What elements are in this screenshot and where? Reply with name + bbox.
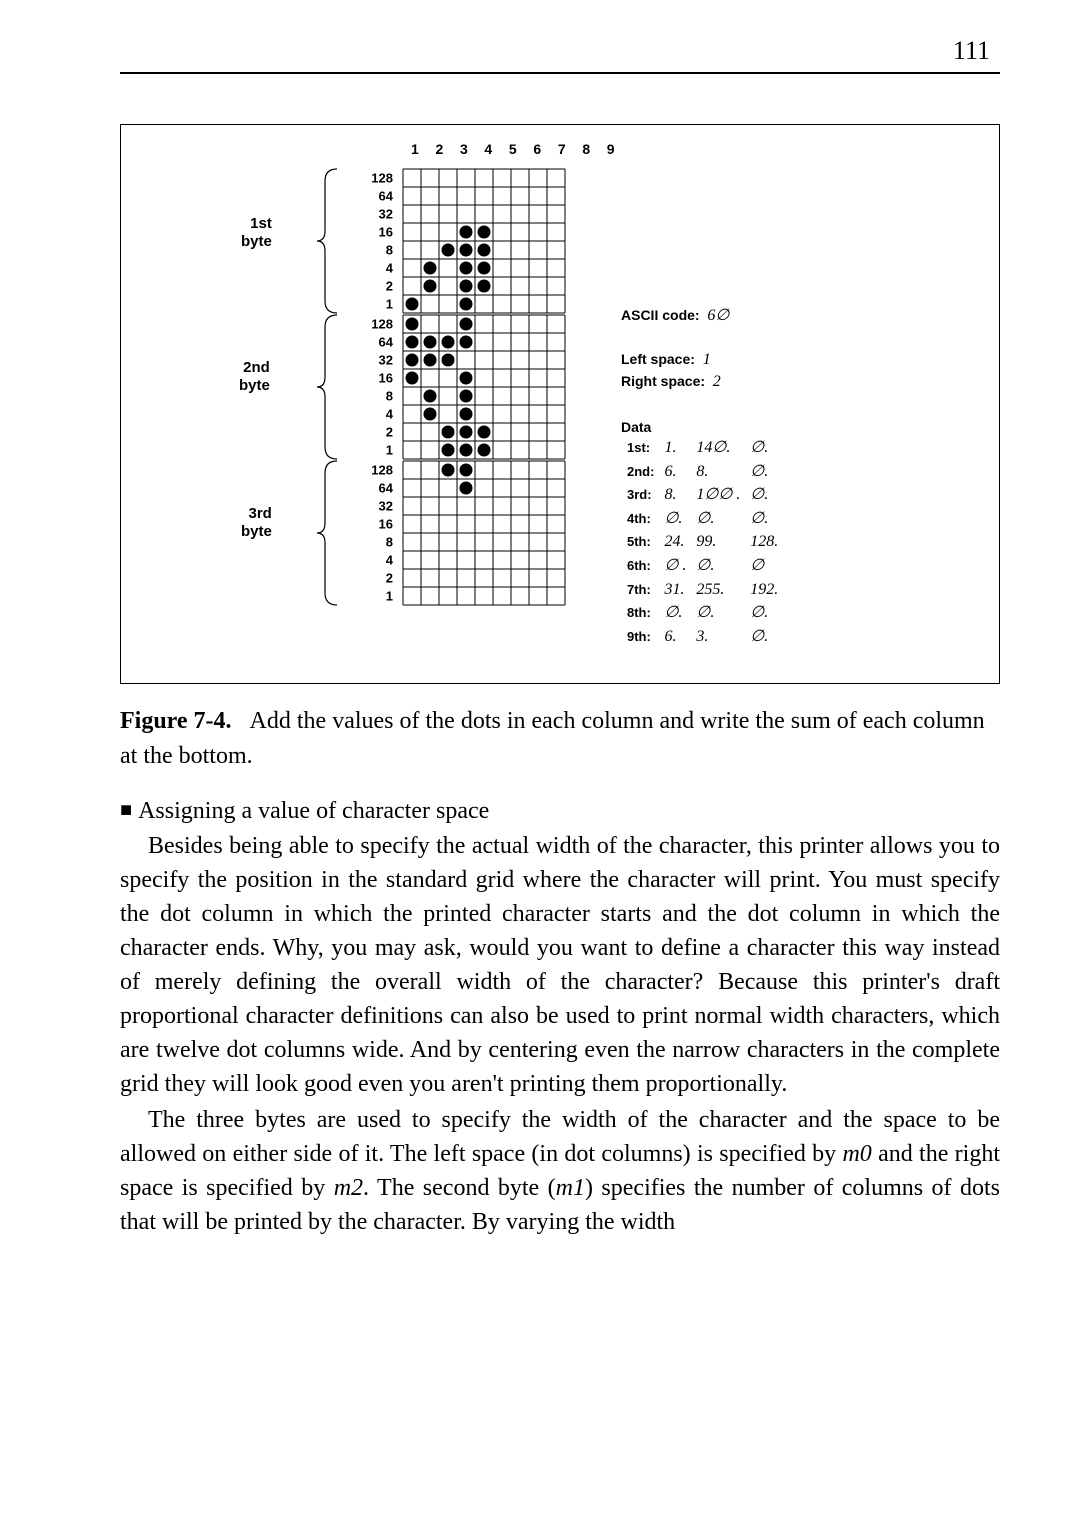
left-space-label: Left space:	[621, 351, 695, 367]
column-header: 1 2 3 4 5 6 7 8 9	[411, 141, 621, 157]
svg-text:16: 16	[379, 225, 393, 240]
svg-text:2: 2	[386, 425, 393, 440]
svg-text:128: 128	[371, 171, 393, 186]
p2-m0: m0	[842, 1141, 871, 1167]
left-space-value: 1	[703, 351, 711, 368]
label-3rd-byte: 3rdbyte	[241, 505, 272, 541]
svg-text:64: 64	[379, 189, 394, 204]
p2-m1: m1	[556, 1175, 585, 1201]
right-space-value: 2	[713, 373, 721, 390]
svg-text:1: 1	[386, 443, 393, 458]
svg-text:1: 1	[386, 589, 393, 604]
p2-c: . The second byte (	[363, 1175, 556, 1201]
body-text: Besides being able to specify the actual…	[120, 829, 1000, 1240]
info-panel: ASCII code: 6∅ Left space: 1 Right space…	[621, 305, 784, 649]
label-1st-byte: 1stbyte	[241, 215, 272, 251]
svg-text:2: 2	[386, 279, 393, 294]
caption-bold: Figure 7-4.	[120, 708, 232, 734]
svg-text:16: 16	[379, 517, 393, 532]
section-heading: ■ Assigning a value of character space	[120, 798, 1000, 825]
svg-text:2: 2	[386, 571, 393, 586]
page-number: 111	[953, 36, 990, 66]
right-space-label: Right space:	[621, 373, 705, 389]
data-table: 1st:1.14∅.∅.2nd:6.8.∅.3rd:8.1∅∅ .∅.4th:∅…	[621, 435, 784, 649]
svg-text:4: 4	[386, 553, 394, 568]
svg-text:64: 64	[379, 335, 394, 350]
svg-text:32: 32	[379, 207, 393, 222]
svg-text:64: 64	[379, 481, 394, 496]
svg-text:8: 8	[386, 535, 393, 550]
label-2nd-byte: 2ndbyte	[239, 359, 270, 395]
p2-m2: m2	[334, 1175, 363, 1201]
caption-text: Add the values of the dots in each colum…	[120, 708, 985, 769]
svg-text:8: 8	[386, 389, 393, 404]
top-rule	[120, 72, 1000, 74]
data-label: Data	[621, 419, 784, 435]
svg-text:16: 16	[379, 371, 393, 386]
svg-text:4: 4	[386, 261, 394, 276]
figure-caption: Figure 7-4. Add the values of the dots i…	[120, 704, 1000, 774]
svg-text:128: 128	[371, 463, 393, 478]
ascii-value: 6∅	[707, 307, 729, 324]
svg-text:128: 128	[371, 317, 393, 332]
bullet-square-icon: ■	[120, 799, 132, 822]
svg-text:32: 32	[379, 353, 393, 368]
svg-text:4: 4	[386, 407, 394, 422]
section-title: Assigning a value of character space	[138, 798, 489, 824]
dot-grid: 128 64 32 16 8 4 2 1 128 64 32 16 8 4 2 1 128 64 32 16 8 4 2 1	[293, 163, 613, 673]
paragraph-2: The three bytes are used to specify the …	[120, 1103, 1000, 1239]
figure-7-4: 1 2 3 4 5 6 7 8 9 1stbyte 2ndbyte 3rdbyt…	[120, 124, 1000, 684]
ascii-label: ASCII code:	[621, 307, 700, 323]
svg-text:32: 32	[379, 499, 393, 514]
paragraph-1: Besides being able to specify the actual…	[120, 829, 1000, 1102]
svg-text:1: 1	[386, 297, 393, 312]
svg-text:8: 8	[386, 243, 393, 258]
